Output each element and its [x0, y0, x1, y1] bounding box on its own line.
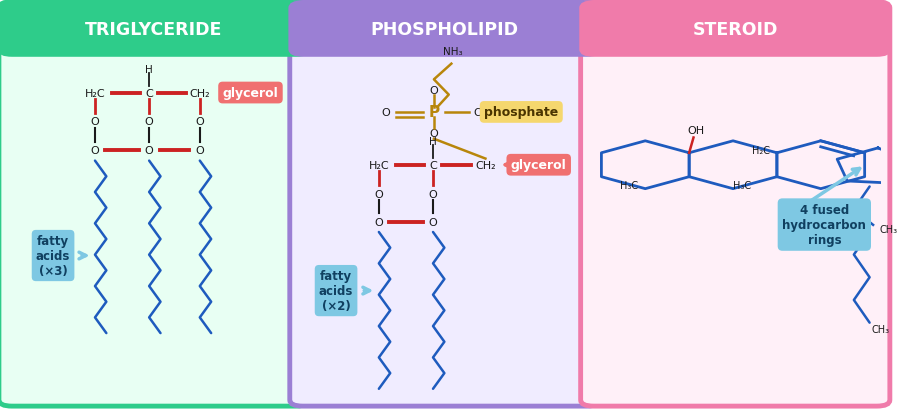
Text: O: O [91, 117, 100, 127]
Text: CH₂: CH₂ [475, 160, 496, 170]
Text: fatty
acids
(×3): fatty acids (×3) [36, 235, 70, 278]
Text: O: O [430, 86, 439, 96]
Text: O: O [430, 129, 439, 139]
Text: O: O [429, 217, 438, 227]
Text: H₂C: H₂C [84, 88, 105, 98]
Text: H: H [429, 136, 437, 147]
Text: phosphate: phosphate [484, 106, 558, 119]
Text: O: O [196, 146, 205, 156]
FancyBboxPatch shape [580, 3, 890, 56]
Text: glycerol: glycerol [510, 159, 567, 172]
Text: CH₃: CH₃ [880, 224, 897, 235]
Text: H₃C: H₃C [621, 180, 639, 191]
Text: NH₃: NH₃ [443, 47, 463, 57]
Text: O: O [429, 189, 438, 199]
Text: O: O [91, 146, 100, 156]
Text: glycerol: glycerol [222, 87, 278, 100]
Text: H₃C: H₃C [733, 180, 751, 191]
Text: fatty
acids
(×2): fatty acids (×2) [318, 269, 353, 312]
Text: C: C [429, 160, 437, 170]
FancyBboxPatch shape [580, 3, 890, 406]
Text: C: C [145, 88, 153, 98]
Text: H: H [145, 64, 153, 74]
Text: 4 fused
hydrocarbon
rings: 4 fused hydrocarbon rings [782, 204, 867, 247]
Text: OH: OH [688, 126, 705, 136]
Text: H₂C: H₂C [753, 146, 771, 156]
Text: O: O [196, 117, 205, 127]
Text: PHOSPHOLIPID: PHOSPHOLIPID [370, 21, 518, 38]
FancyBboxPatch shape [290, 3, 600, 406]
Text: P: P [429, 105, 440, 120]
FancyBboxPatch shape [290, 3, 600, 56]
Text: O: O [374, 217, 383, 227]
Text: STEROID: STEROID [692, 21, 778, 38]
Text: TRIGLYCERIDE: TRIGLYCERIDE [85, 21, 222, 38]
Text: O: O [144, 117, 153, 127]
Text: O: O [374, 189, 383, 199]
Text: CH₂: CH₂ [189, 88, 210, 98]
FancyBboxPatch shape [0, 3, 309, 406]
Text: CH₃: CH₃ [871, 324, 889, 334]
Text: O: O [381, 108, 390, 118]
FancyBboxPatch shape [0, 3, 309, 56]
Text: H₂C: H₂C [369, 160, 389, 170]
Text: O⁻: O⁻ [473, 108, 487, 118]
Text: O: O [144, 146, 153, 156]
